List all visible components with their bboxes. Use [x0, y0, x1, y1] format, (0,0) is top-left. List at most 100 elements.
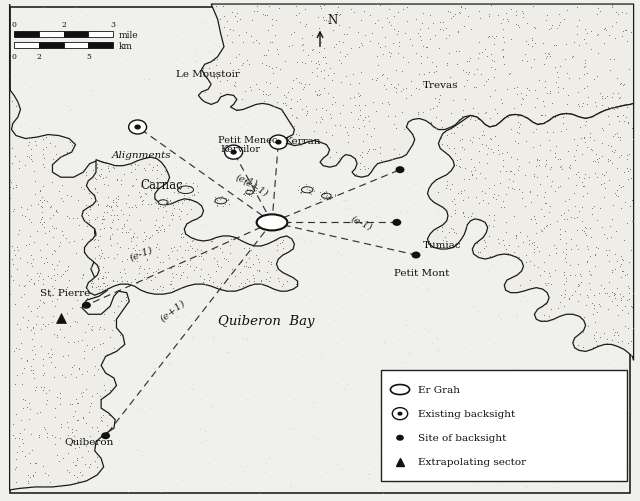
Point	[621, 151, 632, 159]
Point	[88, 6, 98, 14]
Point	[447, 197, 458, 205]
Point	[100, 286, 111, 294]
Point	[561, 245, 571, 253]
Point	[422, 44, 433, 52]
Point	[251, 104, 261, 112]
Point	[83, 186, 93, 194]
Point	[618, 293, 628, 301]
Point	[104, 236, 115, 244]
Point	[363, 200, 373, 208]
Point	[373, 62, 383, 70]
Point	[79, 347, 89, 355]
Point	[158, 118, 168, 126]
Point	[65, 400, 76, 408]
Point	[349, 172, 359, 180]
Point	[481, 142, 492, 150]
Point	[328, 94, 338, 102]
Point	[128, 181, 138, 189]
Point	[300, 7, 310, 15]
Point	[627, 174, 637, 182]
Point	[166, 281, 177, 289]
Point	[446, 225, 456, 233]
Point	[235, 296, 245, 304]
Point	[430, 238, 440, 246]
Point	[444, 33, 454, 41]
Point	[175, 186, 185, 194]
Point	[423, 327, 433, 335]
Point	[602, 93, 612, 101]
Point	[481, 305, 492, 313]
Point	[466, 212, 476, 220]
Point	[333, 248, 343, 256]
Point	[511, 234, 521, 242]
Point	[296, 458, 307, 466]
Point	[347, 441, 357, 449]
Point	[538, 316, 548, 324]
Point	[493, 310, 503, 318]
Point	[189, 151, 200, 159]
Point	[532, 174, 542, 182]
Point	[609, 454, 620, 462]
Point	[478, 127, 488, 135]
Point	[302, 113, 312, 121]
Point	[316, 125, 326, 133]
Point	[237, 190, 248, 198]
Point	[302, 108, 312, 116]
Point	[92, 65, 102, 73]
Point	[460, 175, 470, 183]
Point	[120, 199, 131, 207]
Point	[607, 305, 618, 313]
Point	[595, 205, 605, 213]
Point	[198, 279, 208, 287]
Point	[28, 323, 38, 331]
Point	[474, 248, 484, 256]
Point	[102, 162, 113, 170]
Point	[299, 84, 309, 92]
Point	[39, 164, 49, 172]
Point	[591, 243, 601, 252]
Point	[590, 251, 600, 259]
Point	[419, 396, 429, 404]
Point	[385, 81, 396, 89]
Point	[74, 364, 84, 372]
Point	[608, 202, 618, 210]
Point	[234, 17, 244, 25]
Point	[50, 37, 60, 45]
Point	[93, 243, 103, 251]
Point	[286, 31, 296, 39]
Point	[518, 113, 528, 121]
Point	[250, 95, 260, 103]
Point	[234, 269, 244, 277]
Point	[516, 101, 526, 109]
Point	[244, 164, 255, 172]
Point	[152, 175, 163, 183]
Point	[365, 53, 375, 61]
Point	[522, 186, 532, 194]
Point	[483, 76, 493, 84]
Point	[138, 197, 148, 205]
Point	[407, 253, 417, 261]
Point	[613, 332, 623, 340]
Point	[321, 192, 331, 200]
Point	[211, 202, 221, 210]
Point	[431, 125, 441, 133]
Point	[434, 99, 444, 107]
Point	[452, 153, 462, 161]
Point	[501, 245, 511, 253]
Point	[385, 150, 395, 158]
Point	[38, 300, 49, 308]
Point	[498, 236, 508, 244]
Point	[573, 261, 583, 269]
Point	[51, 372, 61, 380]
Point	[420, 267, 430, 275]
Point	[155, 196, 165, 204]
Point	[289, 94, 299, 102]
Text: 0: 0	[12, 53, 17, 61]
Point	[628, 325, 638, 333]
Text: St. Pierre: St. Pierre	[40, 289, 90, 298]
Point	[200, 427, 210, 435]
Point	[310, 88, 321, 96]
Point	[22, 205, 32, 213]
Point	[220, 440, 230, 448]
Point	[121, 228, 131, 236]
